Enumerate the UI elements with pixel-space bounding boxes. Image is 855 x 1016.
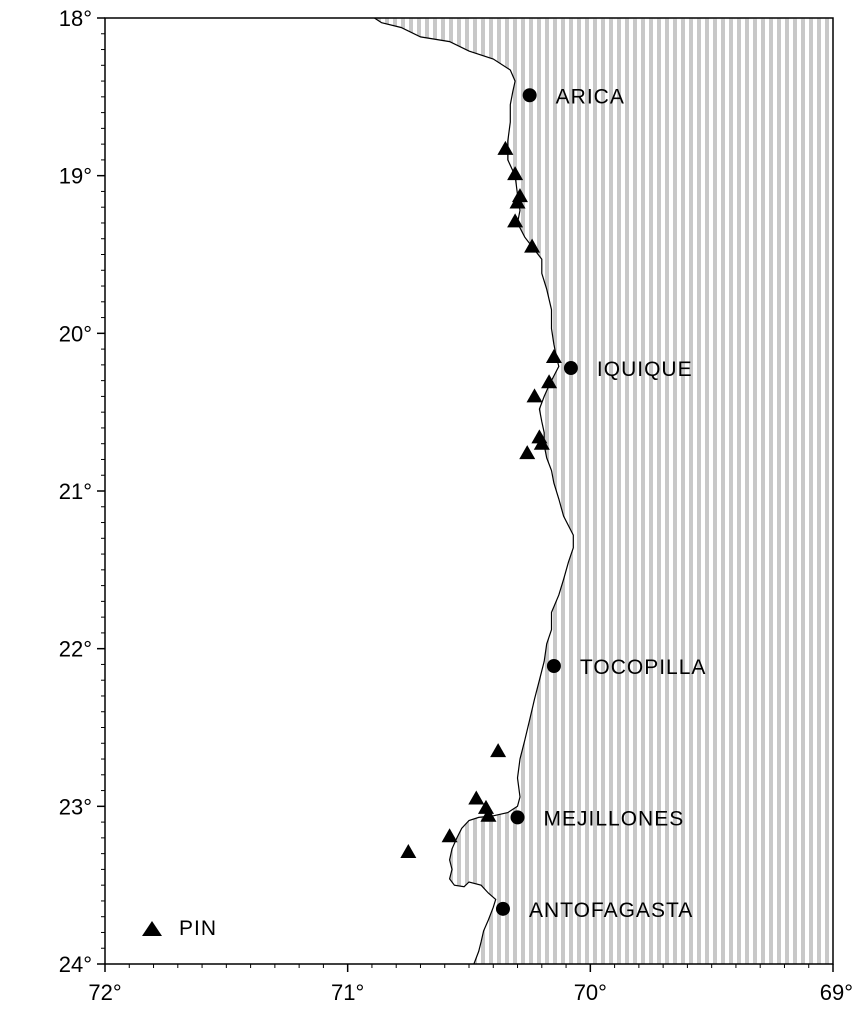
x-tick-label: 70° (574, 980, 607, 1005)
city-label: TOCOPILLA (580, 656, 707, 679)
city-label: IQUIQUE (597, 358, 693, 381)
city-label: ARICA (556, 85, 625, 108)
city-marker (547, 659, 561, 673)
city-marker (511, 810, 525, 824)
city-label: MEJILLONES (544, 807, 685, 830)
y-tick-label: 22° (59, 637, 92, 662)
x-tick-label: 69° (820, 980, 853, 1005)
station-marker (442, 828, 458, 842)
station-marker (519, 445, 535, 459)
y-tick-label: 21° (59, 479, 92, 504)
station-marker (490, 743, 506, 757)
legend-label: PIN (179, 917, 217, 940)
y-tick-label: 19° (59, 164, 92, 189)
y-tick-label: 18° (59, 6, 92, 31)
station-marker (400, 844, 416, 858)
legend: PIN (142, 917, 217, 940)
legend-triangle-icon (142, 921, 162, 936)
city-marker (564, 361, 578, 375)
x-tick-label: 72° (88, 980, 121, 1005)
city-marker (523, 88, 537, 102)
city-marker (496, 902, 510, 916)
city-label: ANTOFAGASTA (529, 899, 693, 922)
y-tick-label: 23° (59, 794, 92, 819)
y-tick-label: 20° (59, 321, 92, 346)
station-marker (468, 790, 484, 804)
y-tick-label: 24° (59, 952, 92, 977)
station-marker (527, 388, 543, 402)
x-tick-label: 71° (331, 980, 364, 1005)
